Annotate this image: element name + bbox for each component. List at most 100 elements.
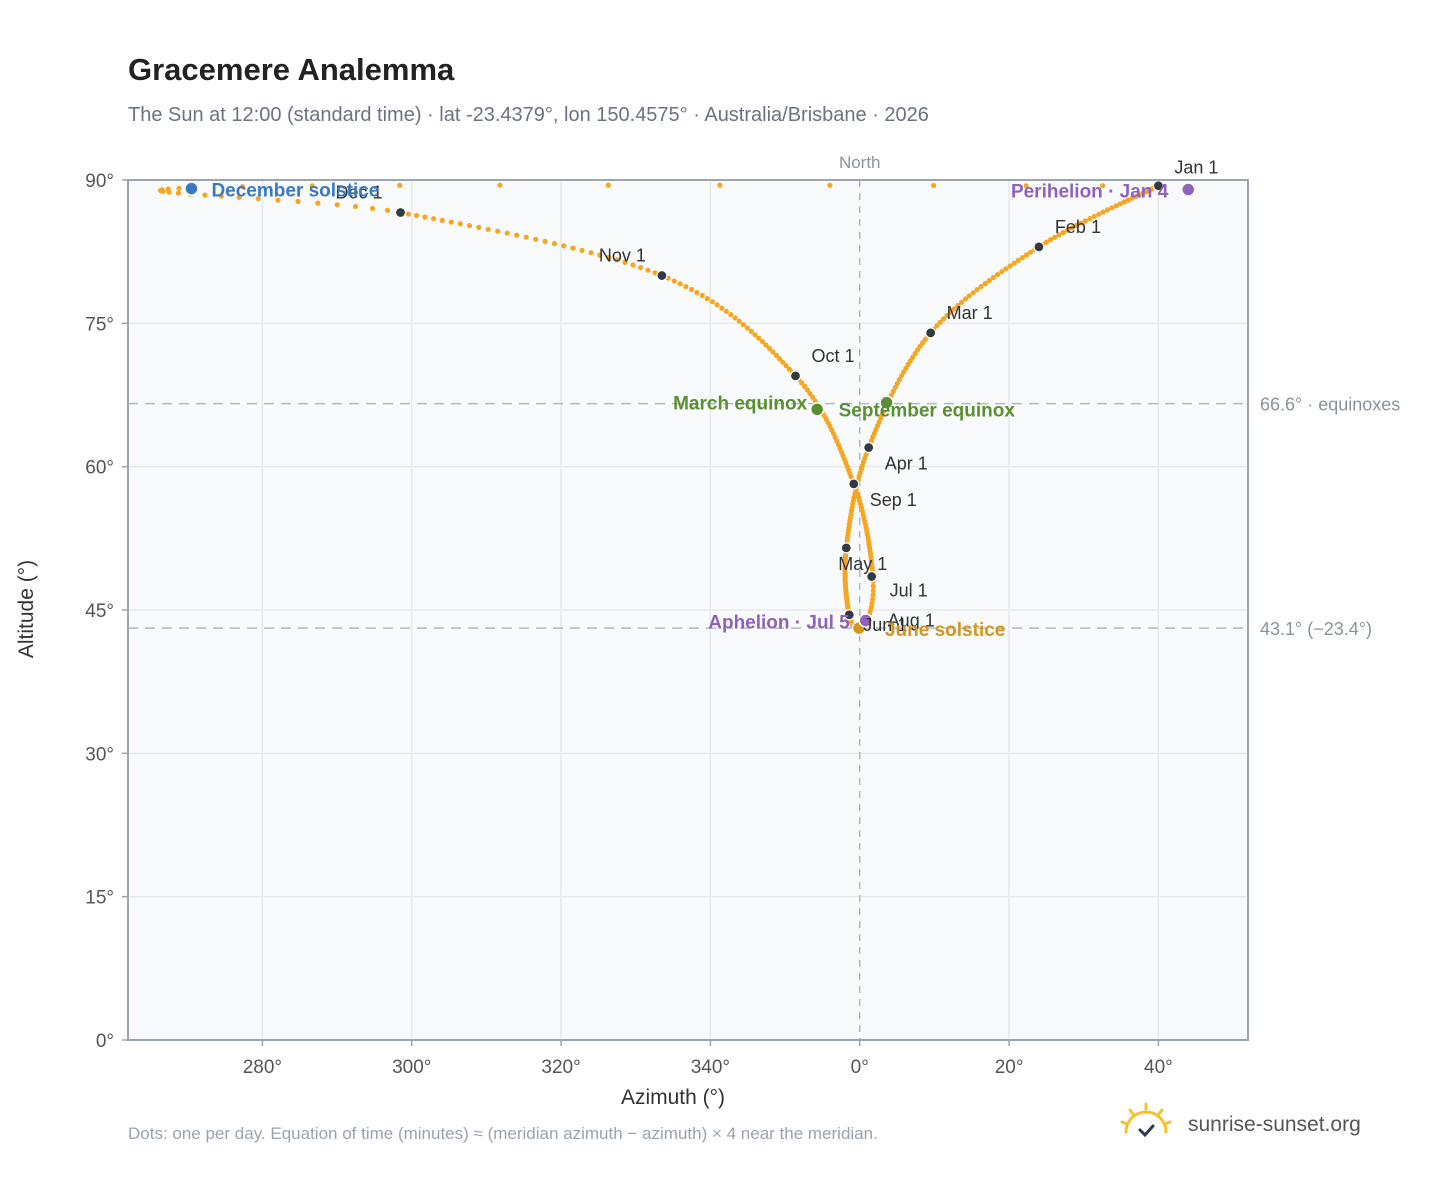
daily-sun-dot (740, 322, 747, 328)
daily-sun-dot (944, 312, 950, 319)
daily-sun-dot (677, 281, 683, 287)
daily-sun-dot (1019, 255, 1026, 261)
daily-sun-dot (870, 583, 876, 589)
daily-sun-dot (970, 290, 976, 296)
reference-line-label: 66.6° · equinoxes (1260, 395, 1400, 415)
daily-sun-dot (1073, 222, 1079, 229)
brand[interactable]: sunrise-sunset.org (1120, 1102, 1361, 1147)
x-axis-label: Azimuth (°) (621, 1086, 725, 1109)
daily-sun-dot (907, 358, 914, 364)
daily-sun-dot (1096, 211, 1102, 217)
daily-sun-dot (948, 309, 954, 315)
daily-sun-dot (802, 383, 808, 389)
daily-sun-dot (1011, 260, 1017, 266)
daily-sun-dot (783, 363, 789, 369)
x-tick-label: 0° (851, 1057, 869, 1078)
daily-sun-dot (551, 241, 558, 247)
x-tick-label: 340° (691, 1057, 730, 1078)
x-tick-label: 20° (995, 1057, 1024, 1078)
daily-sun-dot (1117, 201, 1123, 207)
daily-sun-dot (175, 190, 181, 196)
daily-sun-dot (457, 221, 463, 227)
daily-sun-dot (504, 230, 510, 236)
daily-sun-dot (1024, 252, 1030, 258)
month-label: Jan 1 (1174, 158, 1218, 178)
daily-sun-dot (709, 299, 715, 305)
daily-sun-dot (736, 318, 742, 324)
daily-sun-dot (218, 193, 224, 199)
daily-sun-dot (1105, 207, 1111, 213)
daily-sun-dot (579, 247, 585, 253)
daily-sun-dot (1100, 209, 1106, 215)
daily-sun-dot (894, 380, 900, 387)
daily-sun-dot (497, 182, 503, 188)
daily-sun-dot (448, 219, 454, 225)
chart-title: Gracemere Analemma (128, 52, 455, 87)
daily-sun-dot (704, 296, 710, 302)
daily-sun-dot (1121, 199, 1127, 205)
daily-sun-dot (622, 259, 628, 265)
daily-sun-dot (688, 286, 695, 293)
month-label: Nov 1 (599, 246, 646, 266)
daily-sun-dot (352, 203, 359, 210)
daily-sun-dot (597, 252, 603, 258)
daily-sun-dot (959, 299, 965, 305)
month-label: Jun 1 (863, 615, 907, 635)
daily-sun-dot (202, 192, 208, 198)
month-marker (656, 269, 668, 282)
daily-sun-dot (799, 380, 805, 386)
daily-sun-dot (397, 182, 403, 188)
x-tick-label: 280° (243, 1057, 282, 1078)
month-label: Apr 1 (885, 454, 928, 474)
event-label: March equinox (673, 393, 808, 414)
daily-sun-dot (978, 283, 984, 290)
daily-sun-dot (652, 270, 658, 276)
event-label: Aphelion · Jul 5 (708, 613, 850, 634)
brand-text: sunrise-sunset.org (1188, 1112, 1361, 1136)
month-marker (925, 327, 937, 339)
y-tick-label: 30° (85, 744, 114, 765)
daily-sun-dot (898, 373, 905, 379)
month-marker (840, 542, 852, 554)
daily-sun-dot (951, 306, 957, 312)
daily-sun-dot (748, 328, 754, 334)
month-label: Jul 1 (890, 581, 928, 601)
daily-sun-dot (315, 200, 321, 206)
daily-sun-dot (439, 217, 445, 223)
daily-sun-dot (937, 319, 943, 325)
daily-sun-dot (870, 588, 876, 594)
event-label: June solstice (885, 620, 1005, 641)
daily-sun-dot (694, 289, 700, 296)
y-tick-label: 90° (85, 171, 114, 192)
y-tick-label: 45° (85, 601, 114, 622)
daily-sun-dot (255, 196, 261, 202)
daily-sun-dot (239, 184, 246, 190)
daily-sun-dot (1100, 183, 1106, 189)
daily-sun-dot (744, 325, 751, 331)
x-tick-label: 300° (392, 1057, 431, 1078)
daily-sun-dot (773, 352, 779, 358)
event-marker (1181, 182, 1196, 197)
daily-sun-dot (645, 267, 651, 273)
daily-sun-dot (982, 280, 988, 287)
daily-sun-dot (723, 308, 729, 314)
daily-sun-dot (605, 182, 611, 188)
daily-sun-dot (495, 228, 501, 234)
y-tick-label: 0° (96, 1031, 114, 1052)
daily-sun-dot (1015, 257, 1021, 263)
daily-sun-dot (561, 243, 567, 249)
daily-sun-dot (422, 214, 428, 220)
daily-sun-dot (630, 262, 636, 268)
month-label: Feb 1 (1055, 217, 1101, 237)
daily-sun-dot (810, 394, 816, 400)
daily-sun-dot (1060, 230, 1066, 236)
daily-sun-dot (827, 182, 833, 188)
daily-sun-dot (717, 182, 723, 188)
daily-sun-dot (870, 596, 876, 602)
month-label: Mar 1 (947, 303, 993, 323)
daily-sun-dot (671, 278, 677, 284)
daily-sun-dot (533, 236, 539, 242)
daily-sun-dot (605, 254, 612, 261)
sun-logo-icon (1120, 1102, 1174, 1147)
daily-sun-dot (1003, 266, 1009, 272)
